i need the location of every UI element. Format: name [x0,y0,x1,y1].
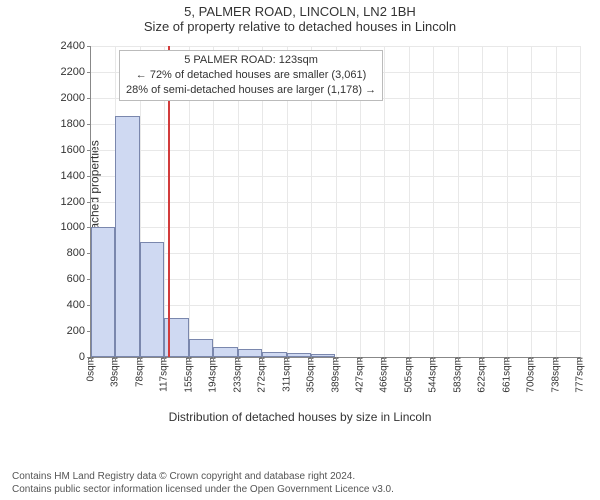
x-tick-label: 78sqm [134,357,145,387]
y-tick-label: 0 [79,351,85,363]
histogram-bar [189,339,213,357]
x-tick-label: 117sqm [159,357,170,392]
x-tick-label: 233sqm [232,357,243,393]
x-tick-mark [311,357,312,361]
x-tick-mark [531,357,532,361]
y-tick-mark [87,98,91,99]
x-axis-label: Distribution of detached houses by size … [0,410,600,424]
y-tick-mark [87,72,91,73]
x-tick-label: 622sqm [477,357,488,393]
x-tick-label: 389sqm [330,357,341,393]
attribution-line1: Contains HM Land Registry data © Crown c… [12,471,394,484]
x-tick-mark [213,357,214,361]
x-tick-mark [482,357,483,361]
x-tick-mark [262,357,263,361]
x-tick-label: 738sqm [550,357,561,393]
page-title: 5, PALMER ROAD, LINCOLN, LN2 1BH [0,0,600,19]
y-tick-label: 800 [67,247,85,259]
annotation-line2: ← 72% of detached houses are smaller (3,… [126,68,376,83]
histogram-bar [287,353,311,357]
x-tick-mark [360,357,361,361]
grid-v [507,46,508,357]
grid-v [384,46,385,357]
x-tick-label: 311sqm [281,357,292,392]
histogram-bar [213,347,237,357]
histogram-bar [140,242,164,357]
x-tick-label: 427sqm [354,357,365,393]
x-tick-mark [433,357,434,361]
attribution: Contains HM Land Registry data © Crown c… [12,471,394,496]
x-tick-label: 272sqm [257,357,268,393]
x-tick-mark [238,357,239,361]
x-tick-label: 661sqm [501,357,512,393]
x-tick-mark [189,357,190,361]
y-tick-label: 2000 [61,92,85,104]
x-tick-mark [140,357,141,361]
y-tick-label: 600 [67,273,85,285]
grid-v [433,46,434,357]
y-tick-mark [87,150,91,151]
x-tick-mark [556,357,557,361]
x-tick-label: 466sqm [379,357,390,393]
x-tick-label: 583sqm [452,357,463,393]
annotation-box: 5 PALMER ROAD: 123sqm ← 72% of detached … [119,50,383,101]
plot-area: 0200400600800100012001400160018002000220… [90,46,580,358]
x-tick-mark [164,357,165,361]
annotation-line3: 28% of semi-detached houses are larger (… [126,83,376,98]
histogram-bar [262,352,286,357]
grid-v [458,46,459,357]
y-tick-mark [87,202,91,203]
x-tick-label: 39sqm [110,357,121,387]
grid-v [580,46,581,357]
x-tick-label: 700sqm [526,357,537,393]
x-tick-mark [409,357,410,361]
y-tick-label: 400 [67,299,85,311]
y-tick-label: 1800 [61,118,85,130]
histogram-bar [115,116,139,357]
grid-v [482,46,483,357]
x-tick-mark [287,357,288,361]
grid-v [556,46,557,357]
x-tick-mark [458,357,459,361]
x-tick-label: 350sqm [306,357,317,393]
histogram-bar [238,349,262,357]
annotation-line1: 5 PALMER ROAD: 123sqm [126,53,376,68]
histogram-bar [91,227,115,357]
y-tick-label: 1000 [61,221,85,233]
y-tick-mark [87,176,91,177]
x-tick-mark [336,357,337,361]
y-tick-label: 2400 [61,40,85,52]
x-tick-label: 155sqm [183,357,194,393]
histogram-bar [311,354,335,357]
x-tick-label: 194sqm [208,357,219,393]
page-subtitle: Size of property relative to detached ho… [0,19,600,38]
attribution-line2: Contains public sector information licen… [12,484,394,497]
y-tick-label: 200 [67,325,85,337]
y-tick-mark [87,46,91,47]
y-tick-label: 1400 [61,170,85,182]
x-tick-label: 505sqm [403,357,414,393]
chart-container: Number of detached properties 0200400600… [60,38,580,408]
y-tick-mark [87,124,91,125]
y-tick-label: 2200 [61,66,85,78]
x-tick-label: 777sqm [575,357,586,393]
y-tick-label: 1600 [61,144,85,156]
x-tick-mark [580,357,581,361]
grid-v [409,46,410,357]
x-tick-label: 544sqm [428,357,439,393]
y-tick-label: 1200 [61,196,85,208]
x-tick-mark [115,357,116,361]
x-tick-mark [384,357,385,361]
grid-v [531,46,532,357]
x-tick-mark [91,357,92,361]
x-tick-mark [507,357,508,361]
